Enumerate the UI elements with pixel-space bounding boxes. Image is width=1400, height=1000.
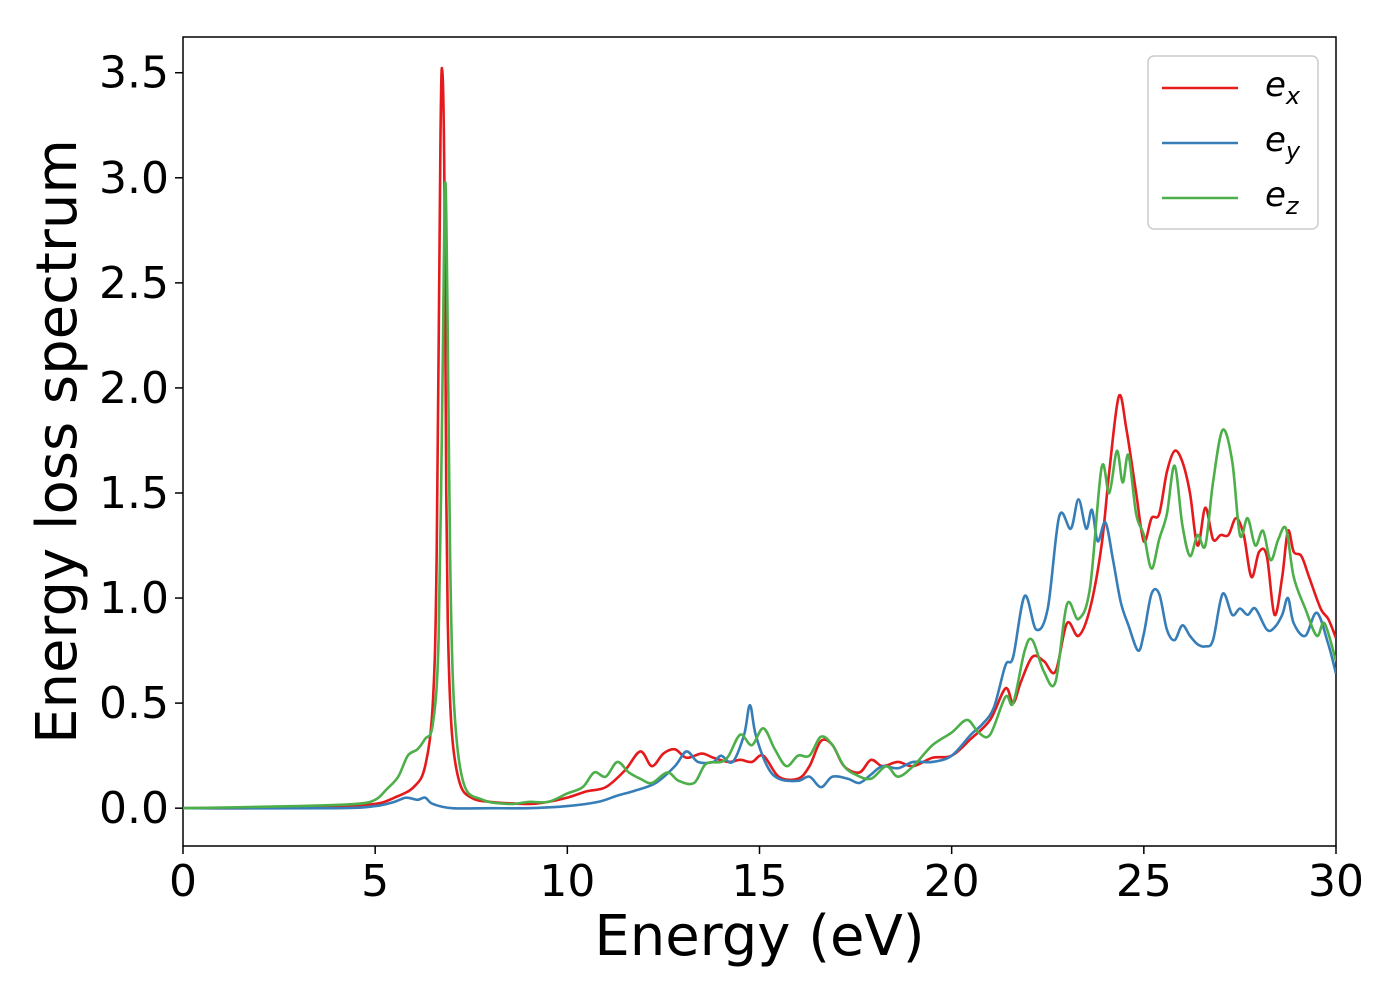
y-axis-ticks: 0.0 0.5 1.0 1.5 2.0 2.5 3.0 3.5 (99, 48, 183, 834)
series-lines (183, 66, 1336, 810)
y-tick-label: 1.0 (99, 573, 169, 624)
y-tick-label: 3.0 (99, 153, 169, 204)
y-tick-label: 2.5 (99, 258, 169, 309)
y-axis-title: Energy loss spectrum (25, 139, 90, 744)
series-line-ez (183, 181, 1336, 810)
series-line-ey (183, 497, 1336, 810)
legend: ex ey ez (1147, 55, 1319, 230)
y-tick-label: 0.5 (99, 678, 169, 729)
y-tick-label: 2.0 (99, 363, 169, 414)
y-tick-label: 0.0 (99, 783, 169, 834)
x-tick-label: 5 (361, 856, 389, 907)
x-tick-label: 30 (1308, 856, 1364, 907)
x-tick-label: 15 (732, 856, 788, 907)
series-line-ex (183, 66, 1336, 810)
x-tick-label: 20 (924, 856, 980, 907)
legend-label-ey: ey (1265, 120, 1301, 165)
legend-label-ez: ez (1265, 175, 1300, 220)
x-axis-title: Energy (eV) (594, 904, 924, 969)
x-tick-label: 25 (1116, 856, 1172, 907)
y-tick-label: 1.5 (99, 468, 169, 519)
x-tick-label: 0 (169, 856, 197, 907)
axes-frame (182, 36, 1337, 847)
legend-label-ex: ex (1265, 65, 1301, 110)
plot-area (182, 36, 1337, 847)
x-tick-label: 10 (539, 856, 595, 907)
x-axis-ticks: 0 5 10 15 20 25 30 (169, 846, 1364, 907)
y-tick-label: 3.5 (99, 48, 169, 99)
